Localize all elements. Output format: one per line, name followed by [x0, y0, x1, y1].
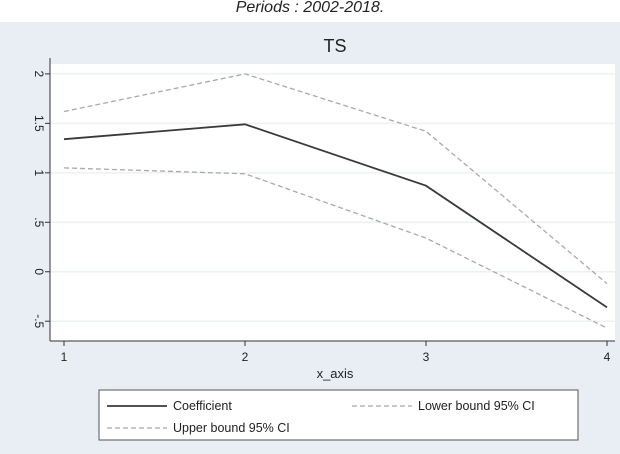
legend-label: Coefficient — [173, 399, 232, 413]
legend-label: Upper bound 95% CI — [173, 421, 290, 435]
series-line-coefficient — [63, 123, 608, 309]
x-axis-label: x_axis — [317, 366, 354, 381]
gridlines — [50, 73, 615, 322]
legend-box — [98, 389, 579, 441]
top-caption: Periods : 2002-2018. — [236, 0, 385, 16]
plot-area — [50, 64, 615, 341]
axes — [45, 58, 615, 346]
y-tick-label: 0 — [32, 268, 46, 275]
tick-labels: -.5 0 .5 1 1.5 2 1 2 3 4 — [32, 71, 611, 364]
series-line-lower-bound-95-ci — [63, 167, 608, 329]
x-tick-label: 1 — [61, 350, 68, 364]
y-tick-label: 2 — [32, 71, 46, 78]
chart-title: TS — [323, 36, 346, 56]
x-tick-label: 3 — [423, 350, 430, 364]
y-tick-label: 1 — [32, 169, 46, 176]
series-lines — [63, 73, 608, 329]
legend-label: Lower bound 95% CI — [418, 399, 535, 413]
y-tick-label: .5 — [32, 217, 46, 227]
y-tick-label: -.5 — [32, 314, 46, 328]
y-tick-label: 1.5 — [32, 115, 46, 132]
legend: Coefficient Lower bound 95% CI Upper bound… — [98, 389, 579, 441]
series-line-upper-bound-95-ci — [63, 73, 608, 285]
x-tick-label: 4 — [604, 350, 611, 364]
x-tick-label: 2 — [242, 350, 249, 364]
